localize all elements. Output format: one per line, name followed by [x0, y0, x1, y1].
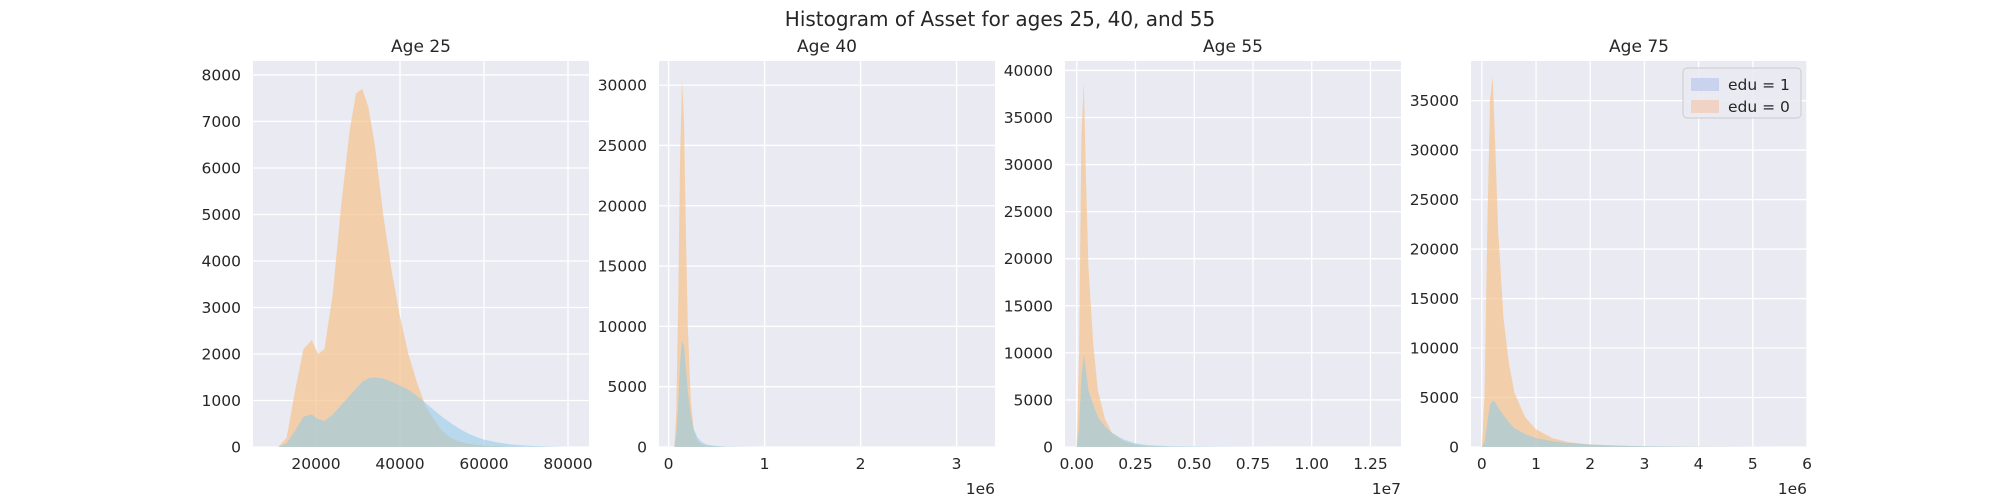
y-tick-label: 10000	[1004, 344, 1053, 362]
x-tick-label: 80000	[543, 455, 592, 473]
x-offset-label: 1e7	[1372, 480, 1401, 498]
y-tick-label: 30000	[1004, 156, 1053, 174]
x-tick-label: 0	[1477, 455, 1487, 473]
legend-swatch	[1691, 78, 1719, 91]
y-tick-label: 0	[231, 439, 241, 457]
x-tick-label: 6	[1802, 455, 1812, 473]
panel-title: Age 55	[1203, 37, 1263, 57]
x-tick-label: 0.00	[1059, 455, 1094, 473]
x-tick-label: 0	[664, 455, 674, 473]
figure-title: Histogram of Asset for ages 25, 40, and …	[785, 7, 1215, 31]
y-tick-label: 5000	[608, 378, 647, 396]
panel-title: Age 25	[391, 37, 451, 57]
plot-background	[1065, 61, 1401, 447]
series-area-edu0	[1481, 75, 1797, 448]
x-tick-label: 40000	[375, 455, 424, 473]
panel-title: Age 40	[797, 37, 857, 57]
x-tick-label: 0.50	[1177, 455, 1212, 473]
y-tick-label: 25000	[598, 137, 647, 155]
series-area-edu0	[278, 88, 568, 448]
x-tick-label: 5	[1748, 455, 1758, 473]
y-tick-label: 1000	[202, 392, 241, 410]
panel-2: Age 40 0 1 2 3 0 5000 10000 15000 20000 25000 30000…	[598, 37, 995, 498]
y-tick-label: 30000	[598, 77, 647, 95]
y-tick-label: 3000	[202, 299, 241, 317]
x-offset-label: 1e6	[966, 480, 995, 498]
y-tick-label: 25000	[1004, 203, 1053, 221]
x-tick-label: 4	[1694, 455, 1704, 473]
y-tick-label: 7000	[202, 113, 241, 131]
legend-swatch	[1691, 100, 1719, 113]
x-tick-label: 0.25	[1118, 455, 1153, 473]
y-tick-label: 20000	[1004, 250, 1053, 268]
y-tick-label: 35000	[1410, 92, 1459, 110]
y-tick-label: 35000	[1004, 109, 1053, 127]
x-tick-label: 1.00	[1294, 455, 1329, 473]
panel-1: Age 25 20000 40000 60000 80000 0 1000 2000 3000 4…	[202, 37, 593, 473]
x-tick-label: 3	[1639, 455, 1649, 473]
y-tick-label: 20000	[598, 197, 647, 215]
y-tick-label: 5000	[1420, 389, 1459, 407]
panel-3: Age 55 0.00 0.25 0.50 0.75 1.00 1.25 0 5000 10000…	[1004, 37, 1401, 498]
y-tick-label: 0	[637, 439, 647, 457]
plot-background	[1471, 61, 1807, 447]
y-tick-label: 5000	[1014, 391, 1053, 409]
series-area-edu1	[1481, 400, 1797, 447]
series-area-edu1	[278, 377, 568, 447]
y-tick-label: 30000	[1410, 142, 1459, 160]
legend-label: edu = 0	[1728, 98, 1790, 116]
y-tick-label: 15000	[598, 258, 647, 276]
x-tick-label: 1	[760, 455, 770, 473]
y-tick-label: 25000	[1410, 191, 1459, 209]
legend-label: edu = 1	[1728, 76, 1790, 94]
legend: edu = 1 edu = 0	[1682, 67, 1802, 119]
y-tick-label: 5000	[202, 206, 241, 224]
y-tick-label: 0	[1449, 439, 1459, 457]
y-tick-label: 15000	[1410, 290, 1459, 308]
x-tick-label: 1.25	[1353, 455, 1388, 473]
x-tick-label: 20000	[291, 455, 340, 473]
x-tick-label: 2	[1585, 455, 1595, 473]
plot-background	[659, 61, 995, 447]
x-tick-label: 3	[952, 455, 962, 473]
y-tick-label: 8000	[202, 66, 241, 84]
x-tick-label: 2	[856, 455, 866, 473]
panel-title: Age 75	[1609, 37, 1669, 57]
panel-4: Age 75 0 1 2 3 4 5 6 0 5000 10000 15000 20000 25000 30…	[1410, 37, 1812, 498]
y-tick-label: 0	[1043, 439, 1053, 457]
x-tick-label: 0.75	[1236, 455, 1271, 473]
x-offset-label: 1e6	[1778, 480, 1807, 498]
series-area-edu1	[1076, 354, 1394, 447]
y-tick-label: 6000	[202, 159, 241, 177]
y-tick-label: 40000	[1004, 62, 1053, 80]
y-tick-label: 10000	[598, 318, 647, 336]
y-tick-label: 10000	[1410, 340, 1459, 358]
x-tick-label: 1	[1531, 455, 1541, 473]
y-tick-label: 20000	[1410, 241, 1459, 259]
x-tick-label: 60000	[459, 455, 508, 473]
y-tick-label: 2000	[202, 345, 241, 363]
y-tick-label: 15000	[1004, 297, 1053, 315]
y-tick-label: 4000	[202, 252, 241, 270]
